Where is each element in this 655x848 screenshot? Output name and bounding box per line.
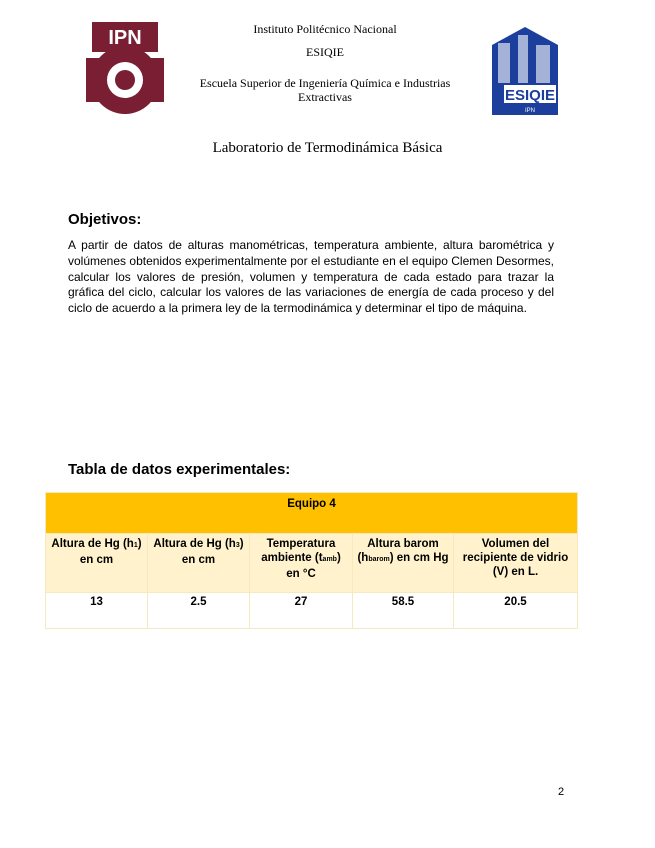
table-cell: 2.5 bbox=[147, 592, 250, 629]
school-name: Escuela Superior de Ingeniería Química e… bbox=[199, 76, 451, 104]
table-cell: 27 bbox=[249, 592, 353, 629]
page-number: 2 bbox=[558, 786, 565, 798]
esiqie-logo: ESIQIE IPN bbox=[492, 27, 558, 115]
column-header: Altura de Hg (h3) en cm bbox=[147, 533, 250, 593]
ipn-logo: IPN bbox=[86, 22, 164, 114]
experimental-data-table: Equipo 4 Altura de Hg (h1) en cm Altura … bbox=[45, 492, 578, 629]
column-header: Volumen del recipiente de vidrio (V) en … bbox=[453, 533, 578, 593]
objectives-heading: Objetivos: bbox=[68, 211, 142, 228]
svg-text:ESIQIE: ESIQIE bbox=[505, 87, 555, 104]
column-header: Altura barom (hbarom) en cm Hg bbox=[352, 533, 454, 593]
column-header: Altura de Hg (h1) en cm bbox=[45, 533, 148, 593]
column-header: Temperatura ambiente (tamb) en °C bbox=[249, 533, 353, 593]
svg-text:IPN: IPN bbox=[108, 27, 141, 49]
institution-name: Instituto Politécnico Nacional bbox=[253, 22, 397, 36]
page-title: Laboratorio de Termodinámica Básica bbox=[212, 140, 443, 156]
table-cell: 20.5 bbox=[453, 592, 578, 629]
table-cell: 13 bbox=[45, 592, 148, 629]
school-abbr: ESIQIE bbox=[306, 45, 344, 59]
table-heading: Tabla de datos experimentales: bbox=[68, 461, 291, 478]
objectives-text: A partir de datos de alturas manométrica… bbox=[68, 238, 554, 316]
group-header: Equipo 4 bbox=[45, 492, 578, 534]
table-row: 13 2.5 27 58.5 20.5 bbox=[45, 592, 578, 629]
svg-text:IPN: IPN bbox=[525, 108, 535, 114]
table-cell: 58.5 bbox=[352, 592, 454, 629]
